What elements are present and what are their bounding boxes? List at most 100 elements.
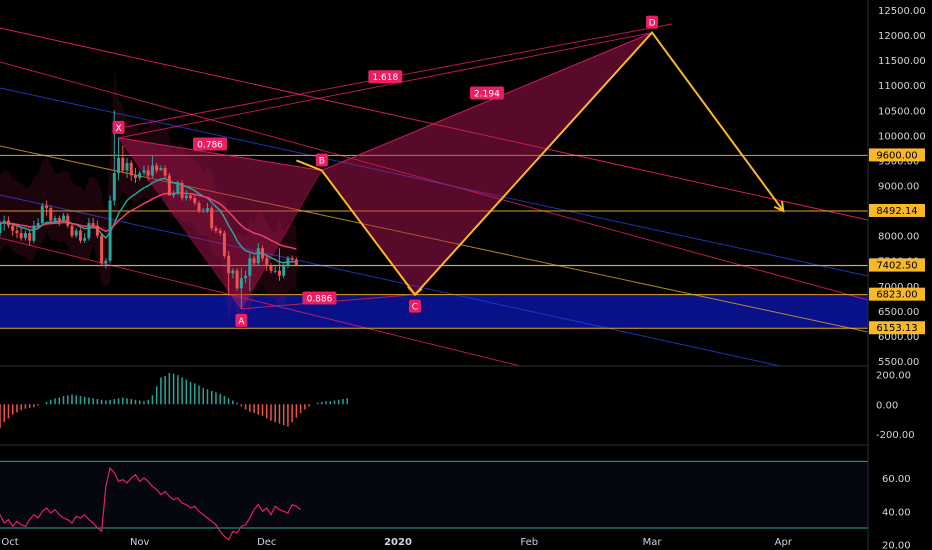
candle (180, 180, 184, 201)
time-axis: Oct Nov Dec 2020 Feb Mar Apr (1, 537, 792, 548)
candle-body (167, 175, 171, 196)
candle-body (180, 183, 184, 199)
time-tick-label: Dec (257, 537, 276, 548)
candle (231, 268, 235, 279)
candle (265, 255, 269, 271)
candle-body (286, 258, 290, 266)
candle-body (256, 248, 260, 264)
candle (87, 218, 91, 241)
price-tick-label: 9000.00 (878, 182, 919, 193)
candle (11, 223, 15, 236)
candle (6, 216, 10, 229)
projection-arrowhead (773, 200, 785, 213)
trend-line (0, 61, 869, 301)
candle-body (6, 220, 10, 226)
pattern-point-c: C (408, 299, 421, 313)
candle-body (28, 233, 32, 241)
candle (36, 218, 40, 229)
candle (282, 263, 286, 279)
ratio-label-text: 0.886 (307, 294, 333, 304)
point-label-text: D (649, 19, 656, 29)
candle (146, 165, 150, 181)
price-axis: 12500.00 12000.00 11500.00 11000.00 10500.00… (867, 0, 926, 550)
candle-body (163, 167, 167, 176)
ratio-label: 0.886 (302, 291, 337, 305)
point-label-text: X (115, 124, 121, 134)
candle-body (294, 259, 298, 266)
oscillator-tick-label: 60.00 (882, 474, 911, 485)
candle-body (125, 162, 129, 171)
candle-body (138, 172, 142, 178)
harmonic-ratio-line (321, 32, 653, 171)
ratio-label-bg (368, 70, 403, 84)
candle (28, 230, 32, 246)
candle (197, 200, 201, 214)
histogram-axis: 200.00 0.00 -200.00 (876, 370, 915, 441)
candle-body (239, 278, 243, 289)
candle (150, 155, 154, 178)
price-tick-label: 12000.00 (878, 31, 926, 42)
trend-line (0, 87, 869, 277)
candle (23, 230, 27, 241)
candle (95, 220, 99, 239)
candle (159, 165, 163, 171)
candle-body (0, 223, 2, 234)
time-tick-label: Nov (130, 537, 150, 548)
candle (129, 160, 133, 181)
price-tick-label: 8000.00 (878, 232, 919, 243)
oscillator-line (0, 466, 301, 541)
candle-body (205, 208, 209, 211)
candle (163, 165, 167, 178)
candle-body (74, 230, 78, 236)
price-panel: 0.786 0.886 1.618 2.194 X A B C D (0, 15, 869, 367)
candle-body (15, 230, 19, 234)
price-level-tag-bg (869, 287, 925, 301)
ratio-label: 1.618 (368, 70, 403, 84)
candle (108, 195, 112, 264)
harmonic-ratio-line (118, 32, 653, 139)
ratio-label-text: 2.194 (474, 90, 500, 100)
ratio-label-bg (469, 86, 504, 100)
candle (244, 270, 248, 284)
candle (66, 213, 70, 229)
candle (40, 203, 44, 226)
candle (121, 145, 125, 173)
candle-body (222, 233, 226, 256)
candle-body (40, 205, 44, 224)
candle-body (23, 233, 27, 239)
candle (227, 250, 231, 296)
candle (256, 243, 260, 266)
candle-body (231, 270, 235, 274)
candle-body (53, 218, 57, 221)
price-tick-label: 7000.00 (878, 282, 919, 293)
candle (184, 190, 188, 201)
candle (176, 180, 180, 196)
candles (0, 110, 298, 309)
candle-body (104, 260, 108, 264)
candle (172, 190, 176, 199)
candle (201, 208, 205, 214)
pattern-point-a: A (235, 313, 248, 327)
candle (62, 213, 65, 224)
candle (138, 170, 142, 181)
candle (269, 263, 273, 274)
oscillator-band-fill (0, 461, 868, 528)
candle (100, 233, 104, 266)
candle-body (218, 230, 222, 234)
candle-body (108, 200, 112, 261)
point-label-text: C (412, 303, 418, 313)
price-tick-label: 5500.00 (878, 357, 919, 368)
candle (125, 157, 129, 178)
price-level-tag-bg (869, 258, 925, 272)
point-label-bg (315, 153, 328, 167)
candle (235, 268, 239, 291)
candle (252, 255, 256, 266)
moving-average-fast (0, 177, 297, 264)
candle (0, 220, 2, 237)
price-level-tag-text: 9600.00 (876, 150, 917, 161)
ratio-label: 2.194 (469, 86, 504, 100)
candle-body (11, 225, 15, 231)
candle-body (189, 195, 193, 199)
candle-body (32, 225, 36, 241)
